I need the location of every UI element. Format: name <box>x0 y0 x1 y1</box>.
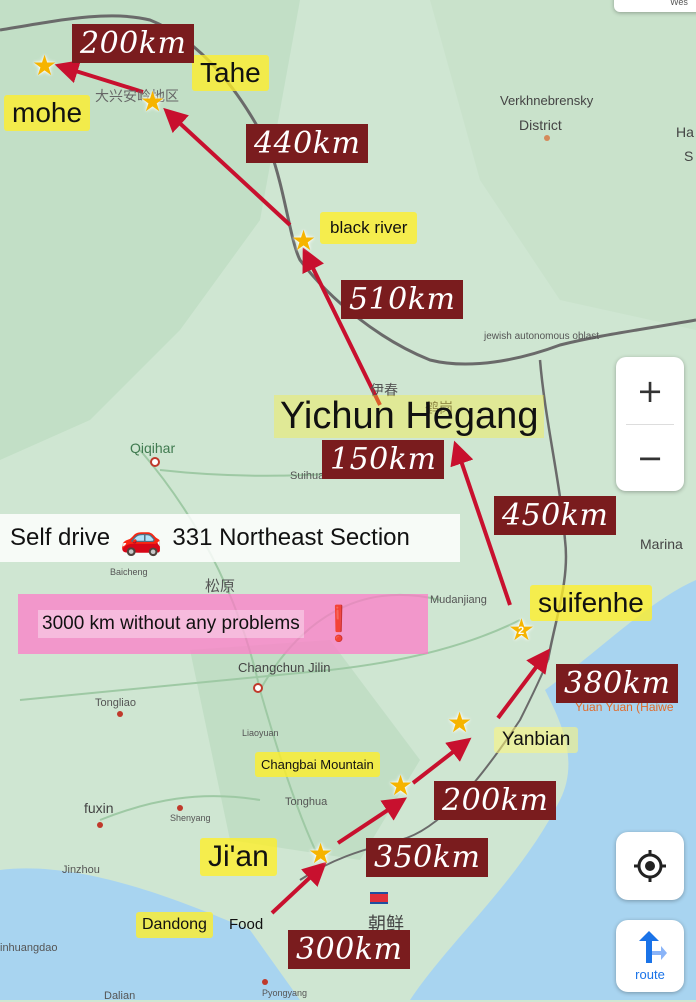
distance-label: 300km <box>288 930 411 969</box>
star-icon: ★ <box>447 707 473 738</box>
star-icon: ★ <box>388 770 414 801</box>
place-tonghua: Tonghua <box>285 796 328 808</box>
distance-label: 200km <box>72 24 195 63</box>
route-arrow <box>496 648 551 720</box>
place-baicheng: Baicheng <box>110 567 148 577</box>
distance-label: 440km <box>246 124 369 163</box>
stop-yanbian: Yanbian <box>494 727 579 753</box>
star-icon: ★ <box>32 50 58 81</box>
car-icon: 🚗 <box>120 519 163 557</box>
section-text: 331 Northeast Section <box>172 524 410 551</box>
distance-label: 150km <box>322 440 445 479</box>
stop-changbai: Changbai Mountain <box>255 752 380 777</box>
place-fuxin: fuxin <box>84 800 114 816</box>
place-yichun-cn: 伊春 <box>370 382 398 398</box>
route-button[interactable]: route <box>616 920 684 992</box>
route-label: route <box>635 966 665 982</box>
place-hegang-cn: 鹤岗 <box>425 400 453 416</box>
stop-dandong: Dandong <box>136 912 213 938</box>
route-arrow <box>163 107 292 227</box>
exclamation-icon: ❗ <box>317 605 361 643</box>
place-jewish-oblast: jewish autonomous oblast <box>484 331 600 342</box>
crosshair-icon <box>634 850 666 882</box>
zoom-in-button[interactable]: + <box>616 358 684 424</box>
place-daxinganling-cn: 大兴安岭地区 <box>95 88 179 104</box>
stop-food: Food <box>229 916 264 933</box>
route-icon <box>639 930 667 963</box>
route-arrow <box>54 60 144 94</box>
route-arrow <box>302 247 382 406</box>
wes-label: Wes <box>670 0 688 7</box>
distance-label: 380km <box>556 664 679 703</box>
place-huludao: inhuangdao <box>0 942 58 954</box>
stop-suifenhe: suifenhe <box>530 585 652 621</box>
route-arrow <box>270 861 327 915</box>
place-changchun: Changchun Jilin <box>238 660 331 675</box>
place-pyongyang: Pyongyang <box>262 988 308 998</box>
place-mudanjiang: Mudanjiang <box>430 594 487 606</box>
place-ha: Ha <box>676 124 694 140</box>
note-text: 3000 km without any problems <box>38 610 304 638</box>
place-jinzhou: Jinzhou <box>62 864 100 876</box>
place-district: District <box>519 117 562 133</box>
route-arrow <box>450 440 512 606</box>
north-korea-flag-icon <box>370 892 388 904</box>
stop-black-river: black river <box>320 212 418 244</box>
place-verkhnebrensky: Verkhnebrensky <box>500 93 594 108</box>
stop-tahe: Tahe <box>192 55 269 91</box>
star-icon: ★ <box>308 838 334 869</box>
self-drive-banner: Self drive 🚗 331 Northeast Section <box>0 514 460 562</box>
star-icon: ★ <box>140 86 166 117</box>
distance-label: 350km <box>366 838 489 877</box>
distance-label: 510km <box>341 280 464 319</box>
star-icon: ★ <box>291 225 317 256</box>
route-arrow <box>411 737 472 785</box>
place-yuan-yuan: Yuan Yuan (Haiwe <box>575 700 674 714</box>
place-songyuan-cn: 松原 <box>205 578 236 595</box>
place-dalian: Dalian <box>104 990 136 1002</box>
stop-jian: Ji'an <box>200 838 277 876</box>
place-korea-cn: 朝鲜 <box>368 914 404 934</box>
place-shenyang: Shenyang <box>170 813 211 823</box>
place-marina: Marina <box>640 536 683 552</box>
stop-yichun-hegang: Yichun Hegang <box>274 395 545 438</box>
route-arrow <box>336 797 408 845</box>
zoom-out-button[interactable]: − <box>616 425 684 491</box>
zoom-divider <box>626 423 674 425</box>
place-s: S <box>684 148 694 164</box>
self-drive-text: Self drive <box>10 524 111 551</box>
place-qiqihar: Qiqihar <box>130 440 176 456</box>
place-liaoyuan: Liaoyuan <box>242 728 279 738</box>
distance-label: 450km <box>494 496 617 535</box>
distance-label: 200km <box>434 781 557 820</box>
my-location-button[interactable] <box>616 832 684 900</box>
marker-number: 2 <box>518 625 525 637</box>
top-right-card[interactable]: Wes <box>614 0 696 12</box>
note-banner: 3000 km without any problems ❗ <box>18 594 428 654</box>
place-tongliao: Tongliao <box>95 697 136 709</box>
place-suihua: Suihua <box>290 470 325 482</box>
stop-mohe: mohe <box>4 95 91 131</box>
zoom-control: + − <box>616 357 684 491</box>
